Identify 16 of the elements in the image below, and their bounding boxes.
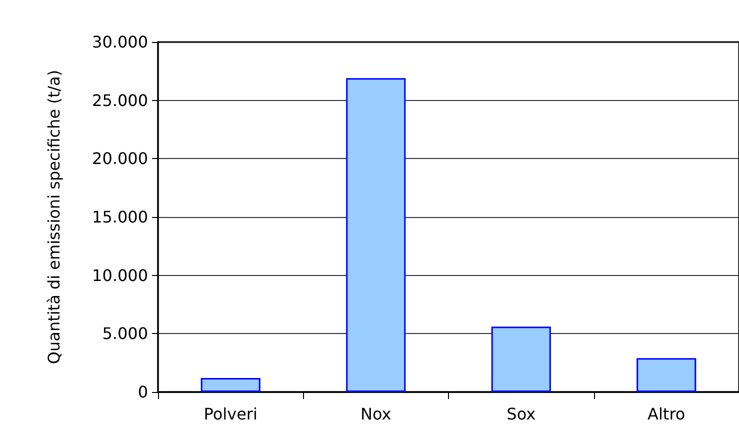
y-axis-title: Quantità di emissioni specifiche (t/a): [44, 70, 64, 364]
x-tick-label: Sox: [506, 404, 536, 424]
x-tick-label: Polveri: [204, 404, 258, 424]
y-tick-label: 5.000: [102, 324, 148, 344]
y-tick-label: 30.000: [92, 32, 148, 52]
y-tick-label: 25.000: [92, 90, 148, 110]
bar: [346, 78, 406, 392]
y-tick-label: 0: [138, 382, 148, 402]
y-tick-label: 20.000: [92, 149, 148, 168]
x-tick-label: Altro: [648, 404, 686, 424]
bar: [491, 326, 551, 392]
bar: [636, 358, 696, 392]
y-tick-label: 10.000: [92, 266, 148, 285]
x-tick-label: Nox: [360, 404, 392, 424]
y-tick-label: 15.000: [92, 208, 148, 226]
bar: [200, 378, 260, 392]
